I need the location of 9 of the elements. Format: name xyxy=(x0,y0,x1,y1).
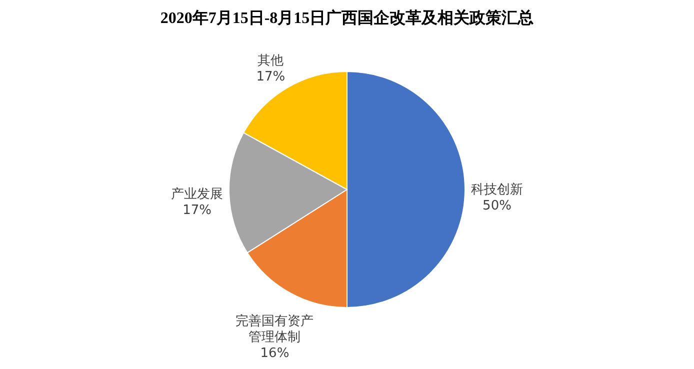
data-label: 17% xyxy=(182,203,212,218)
slice-label: 其他 xyxy=(258,53,284,68)
slice-label: 完善国有资产管理体制 xyxy=(236,312,314,345)
slice-label: 产业发展 xyxy=(171,187,224,202)
data-label: 16% xyxy=(260,346,290,361)
data-label: 50% xyxy=(482,198,512,214)
chart-title: 2020年7月15日-8月15日广西国企改革及相关政策汇总 xyxy=(160,9,534,27)
slice-label: 科技创新 xyxy=(471,182,523,198)
data-label: 17% xyxy=(256,69,286,84)
